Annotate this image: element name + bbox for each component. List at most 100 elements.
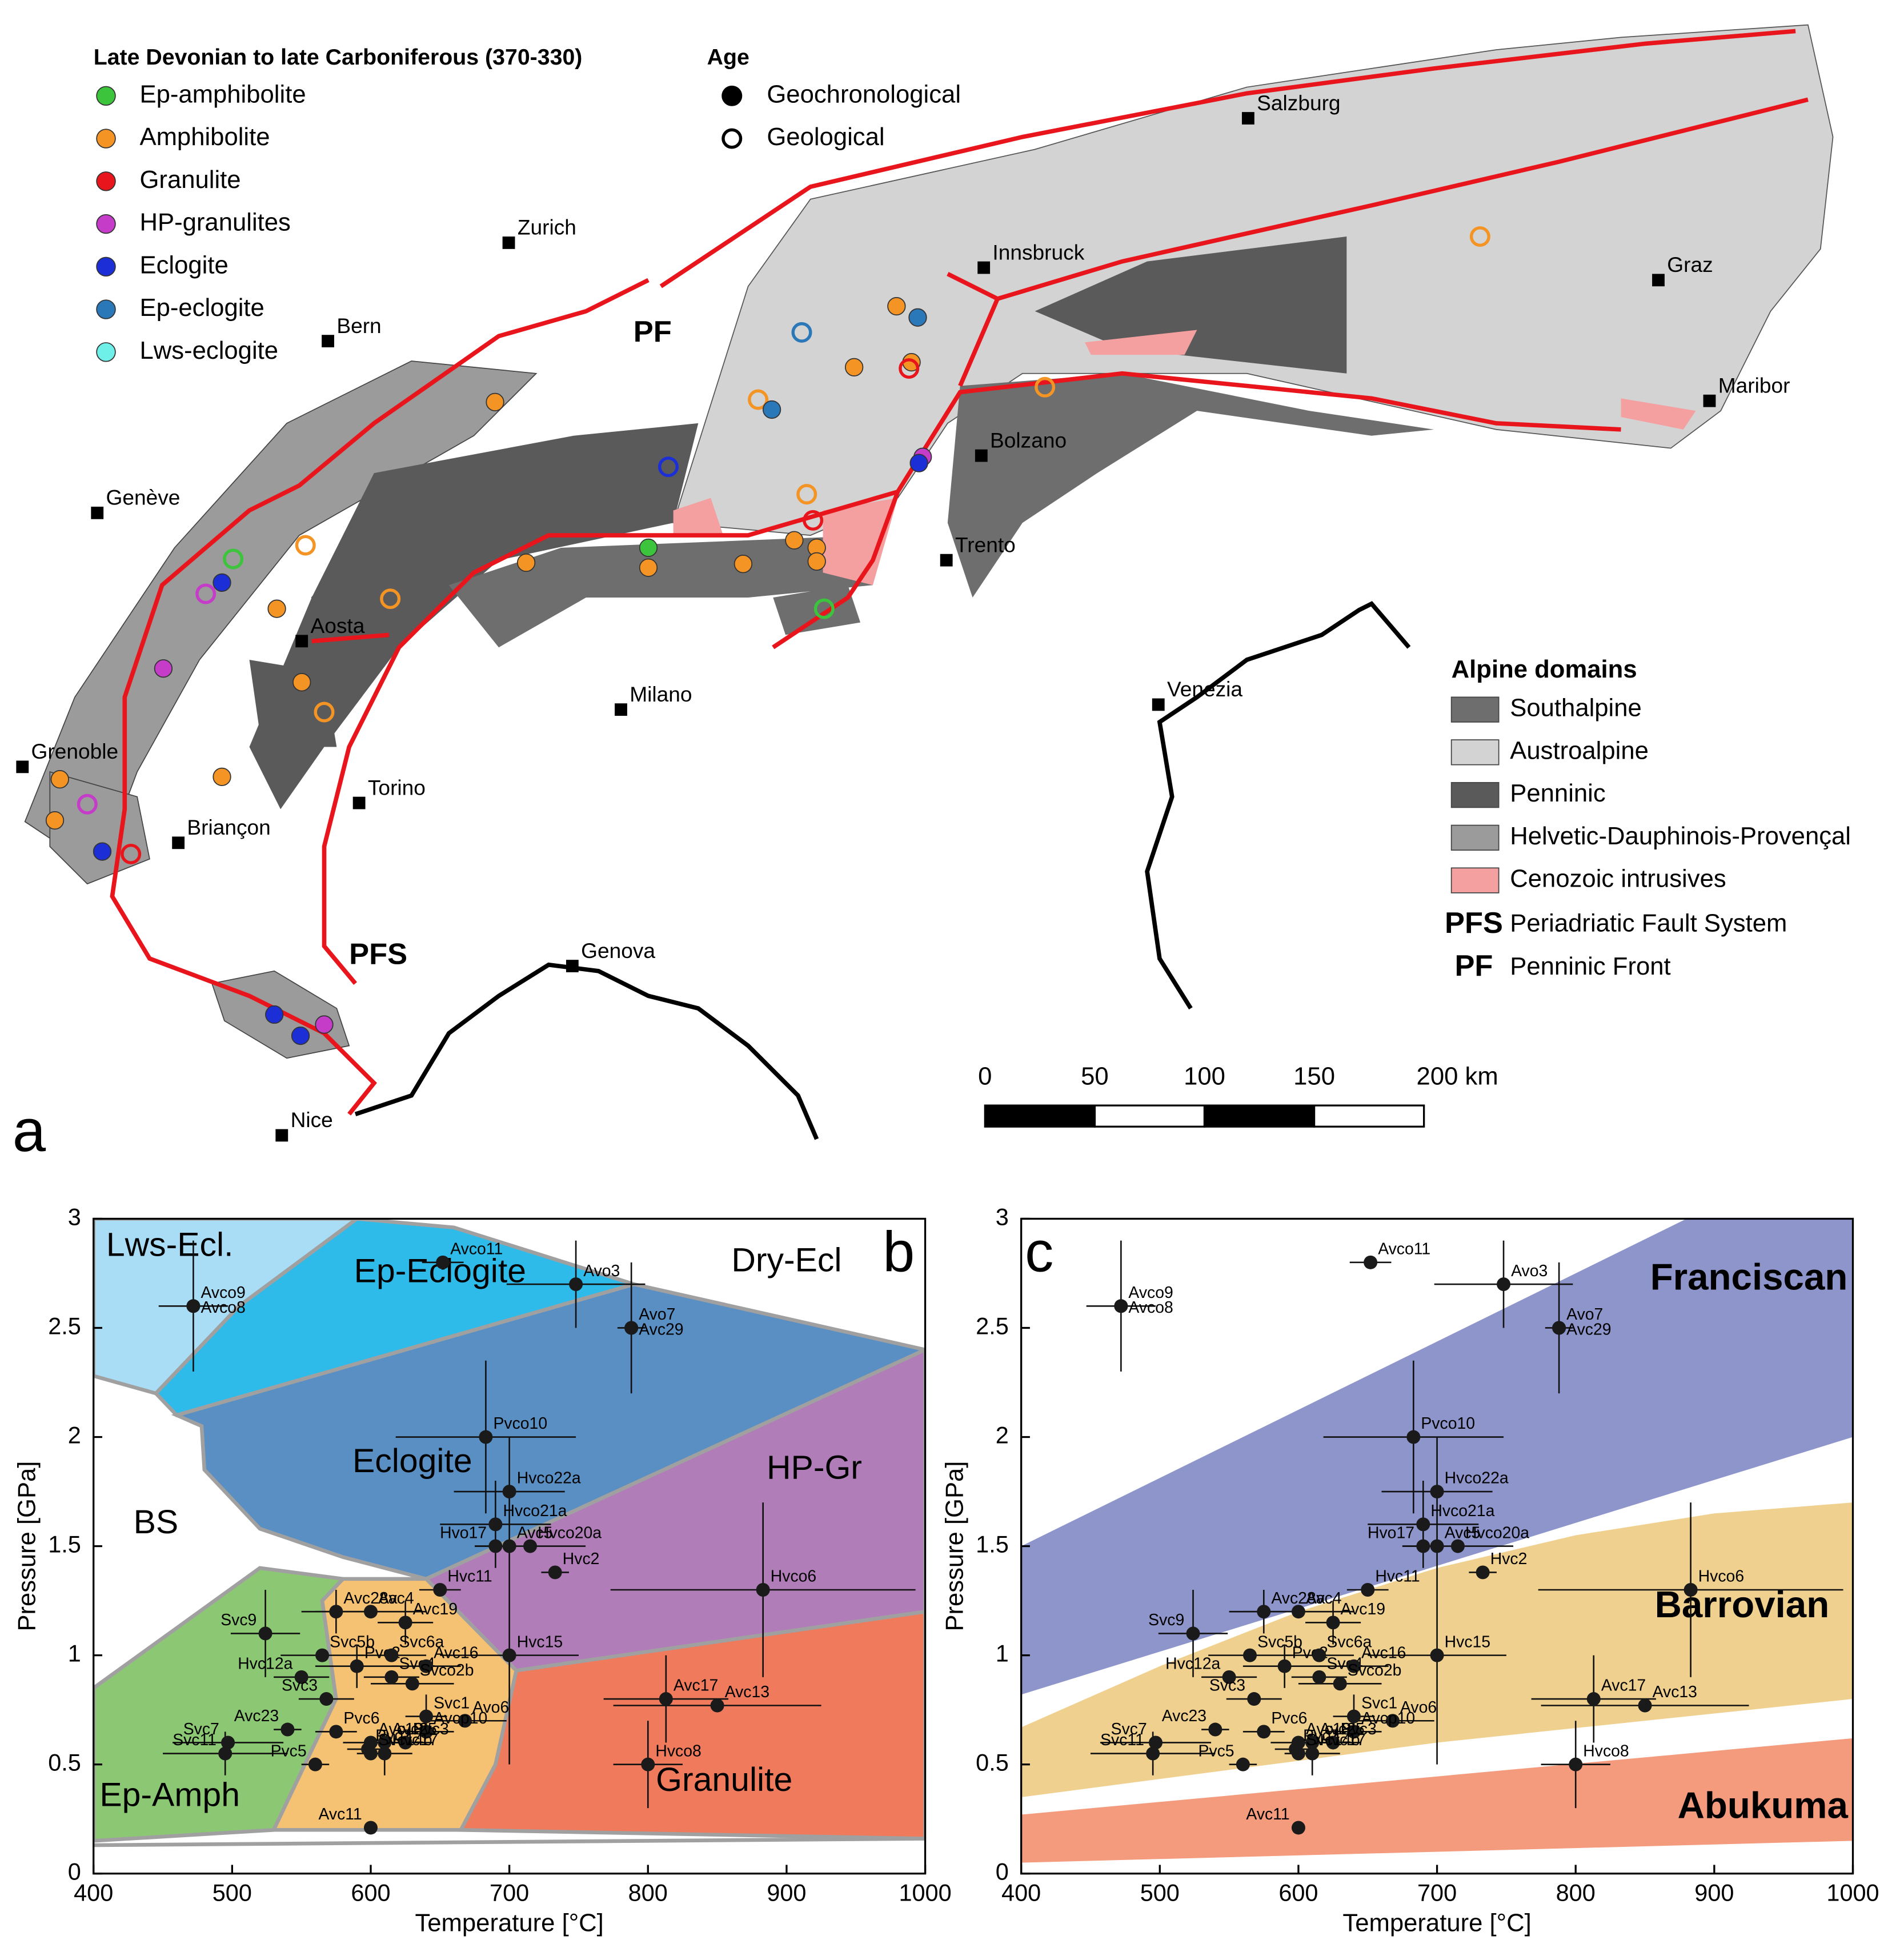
x-tick-label: 600 <box>1278 1879 1318 1906</box>
point-label: Avc13 <box>1653 1683 1697 1701</box>
point-label: Svc1 <box>1361 1694 1397 1712</box>
panel-label: a <box>13 1097 46 1164</box>
field-label: Franciscan <box>1650 1256 1848 1298</box>
pt-field <box>1021 1738 1853 1863</box>
point-label: Svc3 <box>282 1677 318 1695</box>
sample-marker <box>195 583 217 604</box>
y-tick-label: 0 <box>996 1858 1009 1885</box>
legend-label: Eclogite <box>139 251 228 279</box>
sample-marker <box>762 400 781 419</box>
x-tick-label: 1000 <box>899 1879 951 1906</box>
data-point <box>1346 1659 1361 1673</box>
point-label: Avc5 <box>517 1524 553 1542</box>
data-point <box>479 1430 493 1444</box>
point-label: Avc18 <box>1306 1720 1350 1738</box>
point-label: Hvco6 <box>1698 1568 1744 1586</box>
data-point <box>1406 1430 1421 1444</box>
data-point <box>1638 1698 1652 1713</box>
y-tick-label: 1 <box>68 1640 81 1667</box>
data-point <box>1305 1746 1320 1761</box>
chart-panel: FranciscanBarrovianAbukumaAvco9Avco8Avco… <box>941 1203 1879 1937</box>
point-label: Pvco10 <box>1421 1414 1475 1433</box>
point-label: Svc5b <box>330 1633 375 1651</box>
sample-marker <box>516 553 536 572</box>
point-label: Avc17 <box>1601 1677 1646 1695</box>
data-point <box>1257 1725 1271 1739</box>
legend-marker <box>96 256 116 277</box>
point-label: Svc11 <box>173 1731 217 1749</box>
scale-segment <box>984 1104 1096 1128</box>
city-marker <box>615 703 627 716</box>
sample-marker <box>845 358 864 376</box>
legend-marker <box>96 86 116 106</box>
x-tick-label: 900 <box>767 1879 806 1906</box>
data-point <box>1257 1605 1271 1619</box>
city-label: Aosta <box>310 614 364 638</box>
point-label: Avc17 <box>674 1677 718 1695</box>
city-marker <box>1703 394 1716 407</box>
data-point <box>378 1746 392 1761</box>
data-point <box>329 1725 343 1739</box>
sample-marker <box>93 842 112 861</box>
data-point <box>384 1648 399 1662</box>
sample-marker <box>295 535 316 556</box>
field-label: Eclogite <box>352 1442 472 1480</box>
sample-marker <box>45 811 65 830</box>
point-label: Avc25 <box>1320 1720 1364 1738</box>
city-label: Zurich <box>518 215 576 239</box>
point-label: Svc7 <box>183 1720 219 1738</box>
data-point <box>1114 1299 1128 1313</box>
point-label: Avc23 <box>1162 1707 1206 1725</box>
data-point <box>363 1746 378 1761</box>
point-label: Avco9 <box>1128 1284 1173 1302</box>
data-point <box>1242 1648 1257 1662</box>
x-tick-label: 700 <box>1417 1879 1457 1906</box>
legend-marker <box>96 129 116 149</box>
point-label: Pvc6 <box>1271 1709 1307 1727</box>
legend-label: Austroalpine <box>1510 737 1649 764</box>
x-tick-label: 400 <box>74 1879 113 1906</box>
data-point <box>1236 1757 1250 1771</box>
data-point <box>502 1648 516 1662</box>
city-label: Trento <box>955 532 1016 556</box>
data-point <box>1291 1746 1305 1761</box>
point-label: Hvco21a <box>503 1502 567 1520</box>
sample-marker <box>813 598 835 619</box>
point-label: Svc7 <box>1111 1720 1147 1738</box>
map <box>24 24 1834 1140</box>
sample-marker <box>314 702 335 723</box>
point-label: Hvc2 <box>1490 1550 1528 1568</box>
data-point <box>258 1626 272 1641</box>
legend-title: Late Devonian to late Carboniferous (370… <box>94 45 583 70</box>
data-point <box>1476 1565 1490 1580</box>
fault-lines <box>110 29 1809 1116</box>
sample-marker <box>748 389 769 410</box>
point-label: Avc19 <box>413 1600 458 1618</box>
chart-panel: Lws-Ecl.Ep-Eclogite Dry-EclEclogiteBSHP-G… <box>14 1203 952 1937</box>
x-axis-label: Temperature [°C] <box>415 1910 603 1937</box>
data-point <box>186 1299 201 1313</box>
point-label: Svc11 <box>1100 1731 1144 1749</box>
sample-marker <box>213 573 231 592</box>
data-point <box>1326 1735 1340 1750</box>
data-point <box>1305 1735 1320 1750</box>
data-point <box>1552 1321 1566 1335</box>
x-axis-label: Temperature [°C] <box>1342 1910 1531 1937</box>
data-point <box>218 1746 233 1761</box>
data-point <box>384 1670 399 1684</box>
point-label: Avc25 <box>392 1720 436 1738</box>
y-axis-label: Pressure [GPa] <box>14 1461 41 1632</box>
legend-label: Ep-amphibolite <box>139 81 306 108</box>
point-label: Avc29 <box>1566 1320 1611 1338</box>
data-point <box>363 1821 378 1835</box>
point-label: Svc5b <box>1257 1633 1302 1651</box>
city-marker <box>91 506 104 519</box>
data-point <box>1430 1485 1444 1499</box>
y-tick-label: 3 <box>68 1203 81 1230</box>
data-point <box>488 1539 503 1553</box>
data-point <box>1326 1616 1340 1630</box>
city-label: Grenoble <box>31 739 119 763</box>
data-point <box>419 1725 434 1739</box>
point-label: Pvc5 <box>271 1742 307 1760</box>
data-point <box>1333 1677 1347 1691</box>
